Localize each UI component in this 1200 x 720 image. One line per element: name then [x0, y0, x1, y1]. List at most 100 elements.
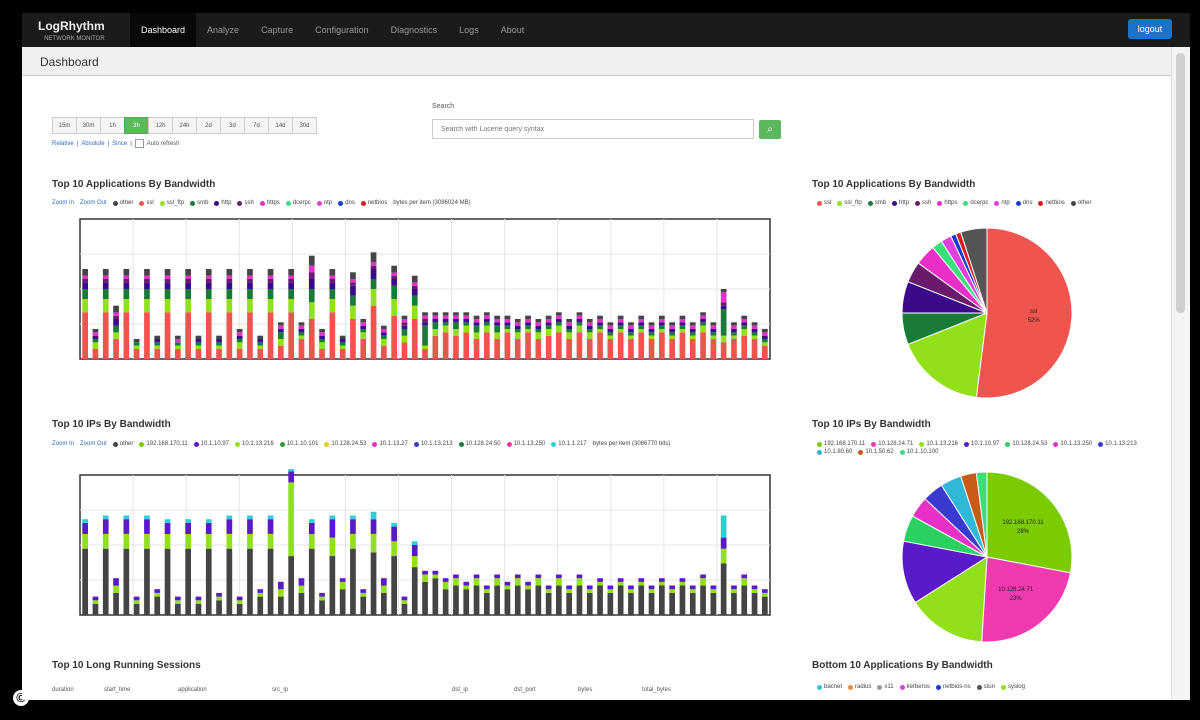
- legend-item[interactable]: dcerpc: [285, 200, 311, 206]
- zoom-in-link[interactable]: Zoom In: [52, 441, 75, 447]
- table-header-cell[interactable]: application: [178, 687, 207, 693]
- legend-item[interactable]: 10.1.13.213: [413, 441, 453, 447]
- table-header-cell[interactable]: duration: [52, 687, 74, 693]
- table-header-cell[interactable]: bytes: [578, 687, 593, 693]
- nav-item-capture[interactable]: Capture: [261, 25, 294, 35]
- time-button-7d[interactable]: 7d: [244, 117, 269, 134]
- legend-item[interactable]: 10.1.13.213: [1098, 441, 1137, 447]
- legend-item[interactable]: 10.1.10.101: [279, 441, 318, 447]
- legend-item[interactable]: 10.1.50.62: [858, 449, 894, 455]
- zoom-out-link[interactable]: Zoom Out: [80, 441, 107, 447]
- legend-item[interactable]: ssh: [915, 200, 931, 206]
- legend-item[interactable]: kerberos: [899, 684, 930, 690]
- legend-item[interactable]: 10.1.1.217: [551, 441, 587, 447]
- bar-segment: [648, 592, 655, 615]
- time-button-3d[interactable]: 3d: [220, 117, 245, 134]
- table-header-cell[interactable]: src_ip: [272, 687, 289, 693]
- legend-item[interactable]: 10.1.10.97: [964, 441, 999, 447]
- bar-segment: [401, 325, 408, 329]
- legend-item[interactable]: dns: [338, 200, 355, 206]
- legend-item[interactable]: http: [892, 200, 909, 206]
- nav-item-diagnostics[interactable]: Diagnostics: [390, 25, 438, 35]
- logout-button[interactable]: logout: [1128, 19, 1172, 39]
- legend-item[interactable]: dns: [1015, 200, 1032, 206]
- brand-logo[interactable]: LogRhythm NETWORK MONITOR: [38, 20, 105, 45]
- legend-item[interactable]: stun: [976, 684, 995, 690]
- time-button-30d[interactable]: 30d: [292, 117, 317, 134]
- nav-item-configuration[interactable]: Configuration: [315, 25, 369, 35]
- legend-swatch: [279, 441, 285, 447]
- table-header-cell[interactable]: dst_ip: [452, 687, 469, 693]
- legend-item[interactable]: 10.1.13.250: [506, 441, 545, 447]
- legend-item[interactable]: 10.1.13.216: [919, 441, 958, 447]
- since-link[interactable]: Since: [112, 140, 128, 147]
- legend-item[interactable]: netbios: [360, 200, 387, 206]
- legend-item[interactable]: 10.128.24.71: [871, 441, 913, 447]
- legend-item[interactable]: ssl_ftp: [159, 200, 184, 206]
- bar-segment: [586, 585, 593, 590]
- legend-item[interactable]: ssl: [817, 200, 831, 206]
- table-header-cell[interactable]: start_time: [104, 687, 131, 693]
- time-button-14d[interactable]: 14d: [268, 117, 293, 134]
- legend-item[interactable]: 10.128.24.50: [458, 441, 501, 447]
- legend-item[interactable]: http: [214, 200, 231, 206]
- bar-segment: [494, 322, 500, 326]
- legend-item[interactable]: smb: [190, 200, 208, 206]
- relative-link[interactable]: Relative: [52, 140, 74, 147]
- time-mode-links: Relative | Absolute | Since | Auto refresh: [52, 139, 180, 148]
- legend-item[interactable]: ssl_ftp: [837, 200, 862, 206]
- nav-item-dashboard[interactable]: Dashboard: [130, 13, 197, 47]
- nav-item-analyze[interactable]: Analyze: [207, 25, 240, 35]
- legend-item[interactable]: 192.168.170.11: [139, 441, 188, 447]
- legend-item[interactable]: https: [259, 200, 280, 206]
- legend-item[interactable]: netbios: [1038, 200, 1065, 206]
- legend-item[interactable]: ssh: [237, 200, 254, 206]
- time-button-2d[interactable]: 2d: [196, 117, 221, 134]
- vertical-scrollbar[interactable]: [1171, 47, 1190, 700]
- legend-item[interactable]: 10.1.10.97: [193, 441, 229, 447]
- legend-item[interactable]: dcerpc: [963, 200, 988, 206]
- auto-refresh-checkbox[interactable]: [134, 139, 144, 148]
- legend-item[interactable]: 10.1.80.60: [817, 449, 852, 455]
- nav-item-about[interactable]: About: [500, 25, 525, 35]
- legend-item[interactable]: other: [112, 200, 133, 206]
- bar-segment: [133, 600, 140, 604]
- search-button[interactable]: ⌕: [759, 120, 781, 139]
- table-header-cell[interactable]: dst_port: [514, 687, 536, 693]
- time-button-30m[interactable]: 30m: [76, 117, 101, 134]
- search-input[interactable]: [432, 119, 754, 139]
- scrollbar-thumb[interactable]: [1176, 53, 1185, 313]
- legend-item[interactable]: https: [937, 200, 957, 206]
- legend-item[interactable]: 10.1.10.100: [899, 449, 938, 455]
- legend-item[interactable]: ssl: [139, 200, 154, 206]
- legend-item[interactable]: netbios-ns: [935, 684, 971, 690]
- time-button-3h[interactable]: 3h: [124, 117, 149, 134]
- legend-item[interactable]: 192.168.170.11: [817, 441, 865, 447]
- pie-slice-label: ssl: [1030, 309, 1037, 315]
- legend-item[interactable]: smb: [867, 200, 886, 206]
- time-button-1h[interactable]: 1h: [100, 117, 125, 134]
- absolute-link[interactable]: Absolute: [81, 140, 105, 147]
- table-header-cell[interactable]: total_bytes: [642, 687, 672, 693]
- zoom-out-link[interactable]: Zoom Out: [80, 200, 107, 206]
- legend-item[interactable]: 10.1.13.27: [372, 441, 408, 447]
- time-button-24h[interactable]: 24h: [172, 117, 197, 134]
- legend-item[interactable]: x11: [877, 684, 894, 690]
- legend-item[interactable]: ntp: [994, 200, 1010, 206]
- legend-item[interactable]: 10.128.24.53: [1005, 441, 1047, 447]
- legend-item[interactable]: syslog: [1000, 684, 1025, 690]
- legend-item[interactable]: 10.128.24.53: [324, 441, 366, 447]
- legend-item[interactable]: 10.1.13.250: [1053, 441, 1092, 447]
- bar-segment: [144, 282, 150, 289]
- legend-item[interactable]: bacnet: [817, 684, 842, 690]
- legend-item[interactable]: other: [1070, 200, 1092, 206]
- legend-item[interactable]: other: [112, 441, 133, 447]
- time-button-15m[interactable]: 15m: [52, 117, 77, 134]
- time-button-12h[interactable]: 12h: [148, 117, 173, 134]
- nav-item-logs[interactable]: Logs: [459, 25, 479, 35]
- legend-item[interactable]: ntp: [316, 200, 332, 206]
- bar-segment: [288, 289, 294, 299]
- zoom-in-link[interactable]: Zoom In: [52, 200, 75, 206]
- legend-item[interactable]: 10.1.13.216: [235, 441, 274, 447]
- legend-item[interactable]: radius: [848, 684, 871, 690]
